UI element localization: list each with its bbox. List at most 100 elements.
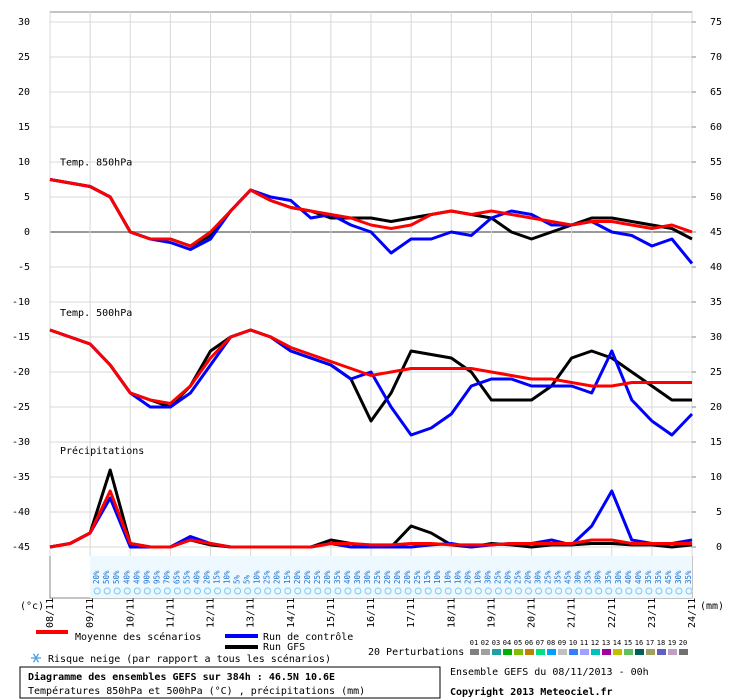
perturbation-swatch (591, 649, 600, 655)
snow-icon (234, 587, 242, 595)
snow-risk-label: 35% (604, 570, 613, 584)
snow-risk-label: 20% (323, 570, 332, 584)
snow-icon (204, 587, 211, 595)
snow-risk-label: 35% (684, 570, 693, 584)
y-tick-label: 10 (18, 157, 30, 168)
x-tick-label: 11/11 (165, 598, 176, 628)
snow-icon (645, 587, 653, 595)
perturbation-swatch (525, 649, 534, 655)
snow-risk-label: 40% (192, 570, 201, 584)
y-tick-label: -20 (12, 367, 30, 378)
snow-icon (484, 587, 492, 595)
x-tick-label: 14/11 (286, 598, 297, 628)
snow-risk-label: 70% (162, 570, 171, 584)
y-tick-label: 20 (18, 87, 30, 98)
snow-risk-label: 65% (172, 570, 181, 584)
perturbation-swatch (624, 649, 633, 655)
snow-icon (464, 587, 472, 595)
snow-risk-label: 25% (313, 570, 322, 584)
perturbation-label: 11 (580, 639, 588, 647)
snow-icon (434, 587, 442, 595)
perturbation-swatch (481, 649, 490, 655)
snow-risk-label: 40% (624, 570, 633, 584)
y2-tick-label: 10 (710, 472, 722, 483)
snow-icon (193, 587, 201, 595)
snow-risk-label: 40% (343, 570, 352, 584)
snow-icon (324, 587, 332, 595)
snow-icon (344, 587, 352, 595)
snow-icon (635, 587, 643, 595)
snow-risk-label: 5% (233, 574, 242, 584)
snow-icon (685, 587, 693, 595)
snow-risk-label: 20% (273, 570, 282, 584)
legend-label: Moyenne des scénarios (75, 631, 201, 643)
perturbation-swatch (613, 649, 622, 655)
snow-risk-label: 15% (213, 570, 222, 584)
perturbation-label: 15 (624, 639, 632, 647)
y2-unit: (mm) (700, 601, 724, 612)
y2-tick-label: 60 (710, 122, 722, 133)
snow-icon (374, 587, 382, 595)
x-tick-label: 08/11 (45, 598, 56, 628)
perturbation-swatch (470, 649, 479, 655)
snow-risk-label: 40% (122, 570, 131, 584)
snow-icon (585, 587, 593, 595)
snow-risk-label: 20% (524, 570, 533, 584)
snow-icon (284, 587, 292, 595)
snow-icon (514, 587, 522, 595)
series-line (49, 178, 693, 248)
y-tick-label: 25 (18, 52, 30, 63)
snow-risk-label: 25% (373, 570, 382, 584)
series-line (49, 489, 692, 549)
snow-icon (143, 587, 151, 595)
perturbation-swatch (536, 649, 545, 655)
snow-risk-label: 15% (423, 570, 432, 584)
snow-risk-label: 20% (503, 570, 512, 584)
snow-risk-label: 90% (142, 570, 151, 584)
series-line (49, 328, 692, 405)
y-tick-label: -10 (12, 297, 30, 308)
snow-icon (404, 587, 412, 595)
x-tick-label: 23/11 (647, 598, 658, 628)
grid (49, 12, 693, 556)
y-tick-label: -15 (12, 332, 30, 343)
y-tick-label: 0 (24, 227, 30, 238)
x-tick-label: 24/11 (687, 598, 698, 628)
snow-icon (314, 587, 322, 595)
perturbation-label: 02 (481, 639, 489, 647)
snow-icon (535, 587, 543, 595)
perturbation-label: 04 (503, 639, 511, 647)
x-tick-label: 17/11 (406, 598, 417, 628)
perturbation-swatch (547, 649, 556, 655)
snow-risk-label: 95% (152, 570, 161, 584)
snow-risk-label: 20% (383, 570, 392, 584)
perturbation-label: 20 (679, 639, 687, 647)
snow-icon (394, 587, 402, 595)
perturbation-label: 16 (635, 639, 643, 647)
snow-icon (354, 587, 362, 595)
perturbation-label: 12 (591, 639, 599, 647)
snow-risk-label: 55% (182, 570, 191, 584)
perturbation-label: 08 (547, 639, 555, 647)
snow-risk-label: 20% (293, 570, 302, 584)
y2-tick-label: 20 (710, 402, 722, 413)
y2-tick-label: 55 (710, 157, 722, 168)
legend-label: Run de contrôle (263, 631, 353, 643)
snow-risk-label: 10% (453, 570, 462, 584)
perturbation-label: 13 (602, 639, 610, 647)
snow-icon (304, 587, 312, 595)
snow-icon (504, 587, 512, 595)
perturbation-swatch (679, 649, 688, 655)
x-tick-label: 12/11 (206, 598, 217, 628)
perturbation-swatch (514, 649, 523, 655)
snow-icon (113, 587, 121, 595)
snow-risk-label: 10% (223, 570, 232, 584)
snow-risk-label: 35% (333, 570, 342, 584)
y-tick-label: -45 (12, 542, 30, 553)
snow-risk-label: 35% (644, 570, 653, 584)
x-tick-label: 22/11 (607, 598, 618, 628)
panel-label: Temp. 850hPa (60, 158, 132, 169)
snow-risk-label: 10% (443, 570, 452, 584)
